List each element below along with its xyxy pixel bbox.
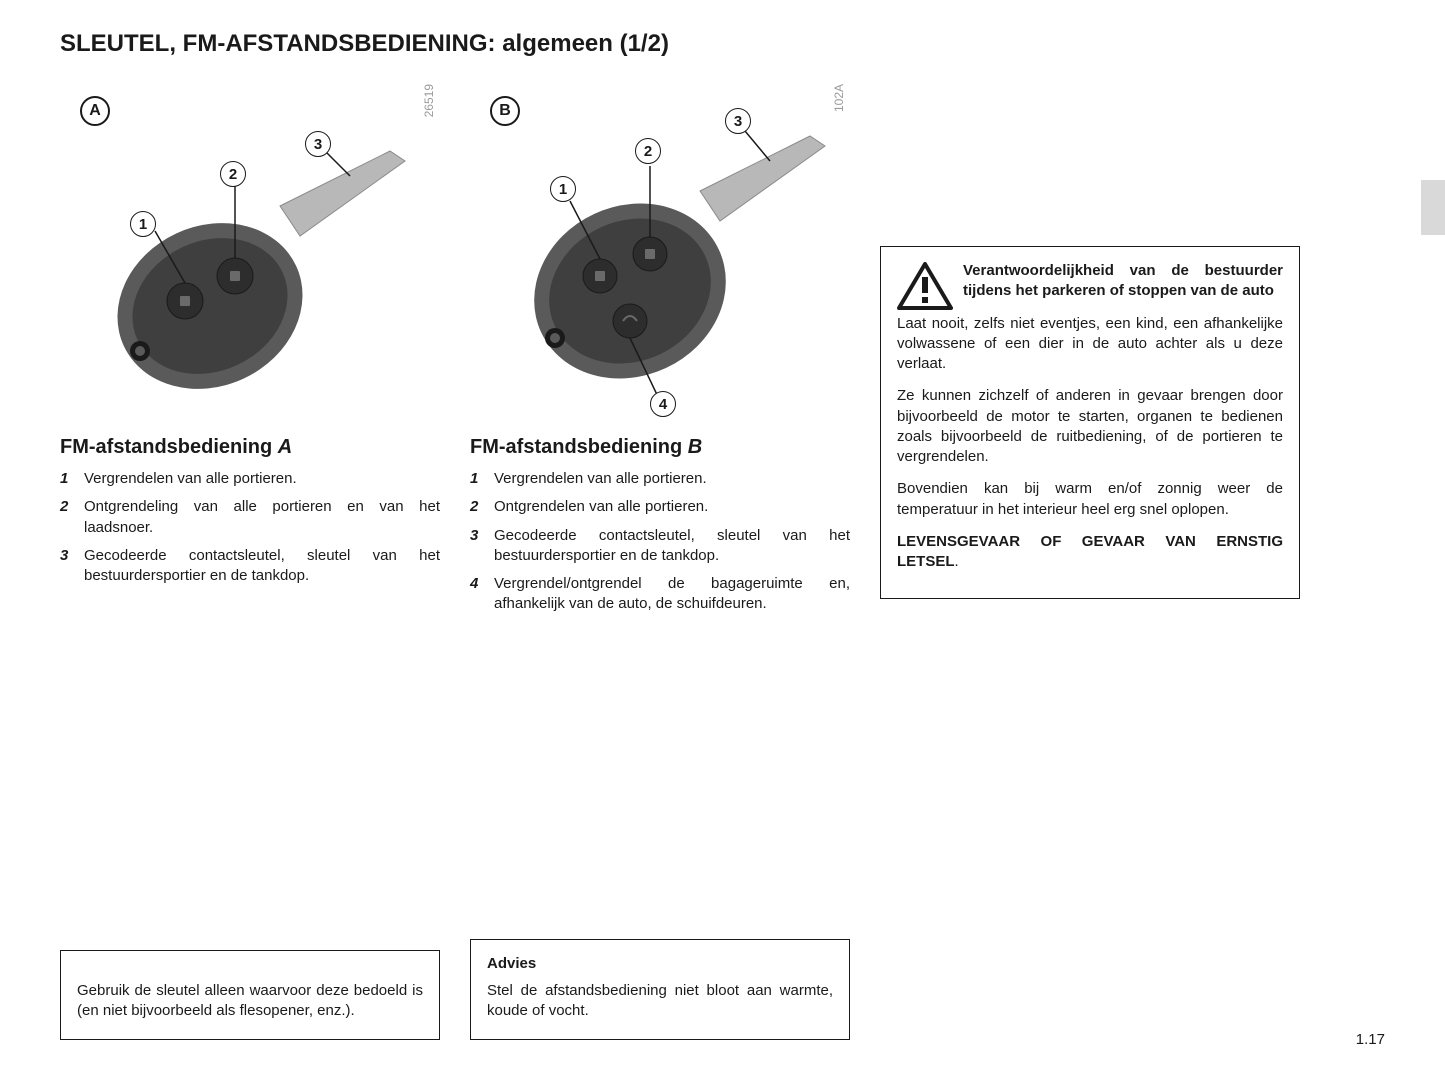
manual-page: SLEUTEL, FM-AFSTANDSBEDIENING: algemeen … <box>0 0 1445 1070</box>
usage-note-text: Gebruik de sleutel alleen waarvoor deze … <box>77 982 423 1019</box>
warning-p3: Bovendien kan bij warm en/of zonnig weer… <box>897 479 1283 520</box>
figure-a-callout-2: 2 <box>220 161 246 187</box>
usage-note-box: Gebruik de sleutel alleen waarvoor deze … <box>60 950 440 1041</box>
figure-a-callout-1: 1 <box>130 211 156 237</box>
list-item: 3Gecodeerde contactsleutel, sleutel van … <box>60 546 440 587</box>
warning-title: Verantwoordelijkheid van de bestuurder t… <box>897 261 1283 302</box>
figure-b-callout-4: 4 <box>650 391 676 417</box>
list-text: Gecodeerde contactsleutel, sleutel van h… <box>84 546 440 587</box>
section-a-heading-letter: A <box>278 436 292 458</box>
column-a: 26519 A <box>60 76 440 1040</box>
figure-b-callout-3: 3 <box>725 108 751 134</box>
key-a-illustration <box>60 76 440 426</box>
warning-p4-tail: . <box>955 553 959 570</box>
section-b-heading: FM-afstandsbediening B <box>470 436 850 459</box>
list-text: Vergrendelen van alle portieren. <box>494 469 707 489</box>
section-tab <box>1421 180 1445 235</box>
section-b-list: 1Vergrendelen van alle portieren. 2Ontgr… <box>470 469 850 623</box>
list-item: 4Vergrendel/ontgrendel de bagageruimte e… <box>470 574 850 615</box>
page-title: SLEUTEL, FM-AFSTANDSBEDIENING: algemeen … <box>60 30 1385 58</box>
list-text: Vergrendel/ontgrendel de bagageruimte en… <box>494 574 850 615</box>
figure-b-callout-1: 1 <box>550 176 576 202</box>
list-item: 1Vergrendelen van alle portieren. <box>60 469 440 489</box>
advice-box: Advies Stel de afstandsbediening niet bl… <box>470 939 850 1040</box>
figure-a-callout-3: 3 <box>305 131 331 157</box>
column-b: 102A B <box>470 76 850 1040</box>
list-item: 2Ontgrendelen van alle portieren. <box>470 497 850 517</box>
section-a-heading-prefix: FM-afstandsbediening <box>60 436 278 458</box>
list-text: Vergrendelen van alle portieren. <box>84 469 297 489</box>
warning-p1: Laat nooit, zelfs niet eventjes, een kin… <box>897 314 1283 375</box>
list-item: 3Gecodeerde contactsleutel, sleutel van … <box>470 526 850 567</box>
column-warning: Verantwoordelijkheid van de bestuurder t… <box>880 76 1300 1040</box>
warning-box: Verantwoordelijkheid van de bestuurder t… <box>880 246 1300 599</box>
figure-b: 102A B <box>470 76 850 426</box>
section-a-list: 1Vergrendelen van alle portieren. 2Ontgr… <box>60 469 440 594</box>
section-a-heading: FM-afstandsbediening A <box>60 436 440 459</box>
list-text: Gecodeerde contactsleutel, sleutel van h… <box>494 526 850 567</box>
content-columns: 26519 A <box>60 76 1385 1040</box>
page-number: 1.17 <box>1356 1031 1385 1048</box>
section-b-heading-prefix: FM-afstandsbediening <box>470 436 688 458</box>
list-text: Ontgrendelen van alle portieren. <box>494 497 708 517</box>
figure-a: 26519 A <box>60 76 440 426</box>
key-b-illustration <box>470 76 850 426</box>
section-b-heading-letter: B <box>688 436 702 458</box>
figure-b-callout-2: 2 <box>635 138 661 164</box>
warning-icon <box>897 261 953 311</box>
warning-p4: LEVENSGEVAAR OF GEVAAR VAN ERNSTIG LETSE… <box>897 532 1283 573</box>
list-item: 2Ontgrendeling van alle portieren en van… <box>60 497 440 538</box>
warning-p2: Ze kunnen zichzelf of anderen in gevaar … <box>897 386 1283 467</box>
advice-title: Advies <box>487 954 833 974</box>
list-text: Ontgrendeling van alle portieren en van … <box>84 497 440 538</box>
advice-text: Stel de afstandsbediening niet bloot aan… <box>487 982 833 1019</box>
list-item: 1Vergrendelen van alle portieren. <box>470 469 850 489</box>
